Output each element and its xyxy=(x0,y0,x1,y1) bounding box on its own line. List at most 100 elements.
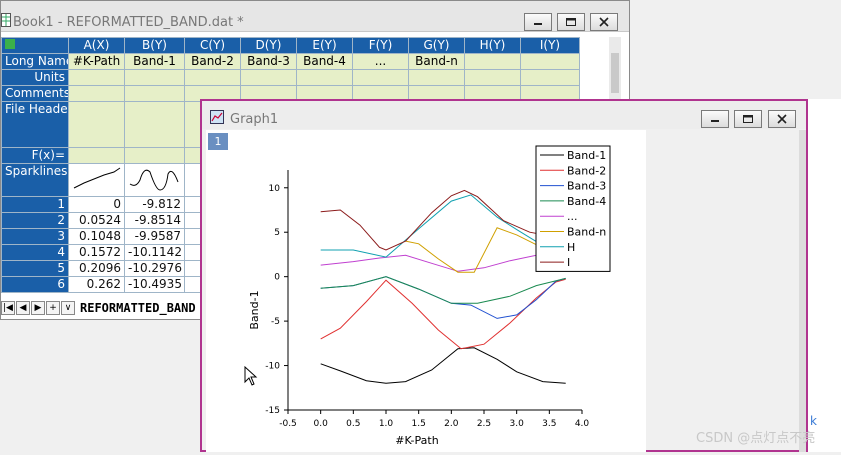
graph-titlebar[interactable]: Graph1 xyxy=(202,101,806,129)
meta-cell[interactable] xyxy=(352,85,409,102)
band-structure-chart[interactable]: -0.5 0.0 0.5 1.0 1.5 2.0 2.5 3.0 3.5 4.0 10 5 0 -5 -10… xyxy=(206,130,646,452)
row-index[interactable]: 2 xyxy=(1,212,69,229)
meta-cell[interactable] xyxy=(464,85,521,102)
minimize-button[interactable] xyxy=(524,13,552,31)
meta-cell[interactable] xyxy=(68,85,125,102)
y-tick-label: -15 xyxy=(265,406,280,416)
series-line-I[interactable] xyxy=(320,189,567,260)
graph-close-button[interactable] xyxy=(768,110,796,128)
meta-cell[interactable] xyxy=(68,101,125,148)
minimize-icon xyxy=(711,120,719,122)
meta-cell[interactable] xyxy=(296,69,353,86)
series-line-Band-3[interactable] xyxy=(320,276,566,319)
close-button[interactable] xyxy=(590,13,618,31)
column-header[interactable]: C(Y) xyxy=(184,37,241,54)
row-index[interactable]: 4 xyxy=(1,244,69,261)
meta-cell[interactable] xyxy=(240,69,297,86)
data-cell[interactable]: -9.812 xyxy=(124,196,185,213)
meta-cell[interactable] xyxy=(124,69,185,86)
row-index[interactable]: 3 xyxy=(1,228,69,245)
data-cell[interactable]: 0.1572 xyxy=(68,244,125,261)
row-index[interactable]: 5 xyxy=(1,260,69,277)
legend-box[interactable] xyxy=(535,145,611,272)
long-name-cell[interactable]: Band-n xyxy=(408,53,465,70)
grid-corner[interactable] xyxy=(1,37,69,54)
graph-vertical-scrollbar[interactable] xyxy=(799,130,806,452)
sheet-tab[interactable]: REFORMATTED_BAND xyxy=(80,301,196,315)
meta-cell[interactable] xyxy=(464,69,521,86)
series-line-...[interactable] xyxy=(320,254,566,272)
meta-cell[interactable] xyxy=(408,85,465,102)
long-name-cell[interactable]: #K-Path xyxy=(68,53,125,70)
sparkline-cell[interactable] xyxy=(68,163,125,197)
data-cell[interactable]: 0.1048 xyxy=(68,228,125,245)
sheet-list-button[interactable]: ∨ xyxy=(61,301,75,315)
row-label-units[interactable]: Units xyxy=(1,69,69,86)
graph-minimize-button[interactable] xyxy=(701,110,729,128)
row-label-sparklines[interactable]: Sparklines xyxy=(1,163,69,197)
column-header[interactable]: A(X) xyxy=(68,37,125,54)
column-header[interactable]: G(Y) xyxy=(408,37,465,54)
long-name-cell[interactable]: Band-1 xyxy=(124,53,185,70)
long-name-cell[interactable]: ... xyxy=(352,53,409,70)
restore-icon xyxy=(566,18,576,26)
meta-cell[interactable] xyxy=(520,85,580,102)
workbook-titlebar[interactable]: Book1 - REFORMATTED_BAND.dat * xyxy=(1,1,629,32)
data-cell[interactable]: 0.0524 xyxy=(68,212,125,229)
data-cell[interactable]: 0 xyxy=(68,196,125,213)
meta-cell[interactable] xyxy=(68,147,125,164)
meta-cell[interactable] xyxy=(240,85,297,102)
row-label-fx[interactable]: F(x)= xyxy=(1,147,69,164)
series-line-Band-2[interactable] xyxy=(320,278,566,350)
column-header[interactable]: B(Y) xyxy=(124,37,185,54)
data-cell[interactable]: -9.8514 xyxy=(124,212,185,229)
data-cell[interactable]: 0.2096 xyxy=(68,260,125,277)
column-header[interactable]: I(Y) xyxy=(520,37,580,54)
scrollbar-thumb[interactable] xyxy=(611,53,619,93)
meta-cell[interactable] xyxy=(520,69,580,86)
meta-cell[interactable] xyxy=(68,69,125,86)
y-tick-label: 0 xyxy=(274,273,280,283)
meta-cell[interactable] xyxy=(124,85,185,102)
long-name-cell[interactable]: Band-3 xyxy=(240,53,297,70)
long-name-cell[interactable]: Band-4 xyxy=(296,53,353,70)
prev-sheet-button[interactable]: ◀ xyxy=(16,301,30,315)
data-cell[interactable]: -10.1142 xyxy=(124,244,185,261)
row-label-file-header[interactable]: File Header xyxy=(1,101,69,148)
long-name-cell[interactable] xyxy=(464,53,521,70)
layer-indicator[interactable]: 1 xyxy=(208,133,228,150)
meta-cell[interactable] xyxy=(296,85,353,102)
long-name-cell[interactable] xyxy=(520,53,580,70)
series-line-Band-4[interactable] xyxy=(320,276,566,304)
data-cell[interactable]: 0.262 xyxy=(68,276,125,293)
data-cell[interactable]: -10.2976 xyxy=(124,260,185,277)
graph-restore-button[interactable] xyxy=(734,110,762,128)
series-line-H[interactable] xyxy=(320,194,566,258)
column-header[interactable]: D(Y) xyxy=(240,37,297,54)
series-line-Band-1[interactable] xyxy=(320,347,566,384)
next-sheet-button[interactable]: ▶ xyxy=(31,301,45,315)
row-index[interactable]: 6 xyxy=(1,276,69,293)
meta-cell[interactable] xyxy=(124,101,185,148)
meta-cell[interactable] xyxy=(124,147,185,164)
background-link-fragment[interactable]: k xyxy=(810,414,817,428)
column-header[interactable]: F(Y) xyxy=(352,37,409,54)
sparkline-cell[interactable] xyxy=(124,163,185,197)
meta-cell[interactable] xyxy=(408,69,465,86)
data-cell[interactable]: -9.9587 xyxy=(124,228,185,245)
column-header[interactable]: E(Y) xyxy=(296,37,353,54)
restore-button[interactable] xyxy=(557,13,585,31)
add-sheet-button[interactable]: + xyxy=(46,301,60,315)
row-label-long-name[interactable]: Long Name xyxy=(1,53,69,70)
row-index[interactable]: 1 xyxy=(1,196,69,213)
data-cell[interactable]: -10.4935 xyxy=(124,276,185,293)
column-header[interactable]: H(Y) xyxy=(464,37,521,54)
row-label-comments[interactable]: Comments xyxy=(1,85,69,102)
graph-page[interactable]: -0.5 0.0 0.5 1.0 1.5 2.0 2.5 3.0 3.5 4.0 10 5 0 -5 -10… xyxy=(206,130,646,452)
x-tick-label: 3.5 xyxy=(542,419,556,429)
first-sheet-button[interactable]: |◀ xyxy=(1,301,15,315)
long-name-cell[interactable]: Band-2 xyxy=(184,53,241,70)
y-tick-label: 5 xyxy=(274,228,280,238)
meta-cell[interactable] xyxy=(352,69,409,86)
meta-cell[interactable] xyxy=(184,69,241,86)
